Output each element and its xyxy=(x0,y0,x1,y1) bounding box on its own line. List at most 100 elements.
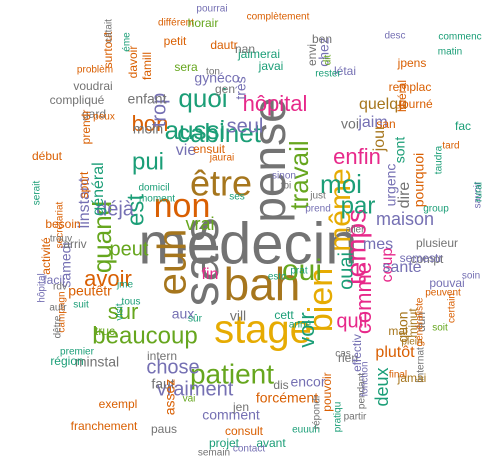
word-cloud-term: rester xyxy=(315,69,341,80)
word-cloud-term: moi xyxy=(320,169,362,199)
word-cloud-term: cett xyxy=(274,308,294,322)
word-cloud-term: faut xyxy=(151,376,174,392)
word-cloud-term: seul xyxy=(227,115,264,137)
word-cloud-term: consult xyxy=(225,424,264,438)
word-cloud-term: enfin xyxy=(333,144,381,169)
word-cloud-term: cabinet xyxy=(177,118,262,148)
word-cloud-term: final xyxy=(389,370,407,381)
word-cloud-term: avoir xyxy=(84,266,132,291)
word-cloud-term: être xyxy=(190,163,252,204)
word-cloud-term: minut xyxy=(406,308,420,338)
word-cloud-term: complètement xyxy=(247,12,310,23)
word-cloud-term: peux xyxy=(93,112,115,123)
word-cloud-term: plein xyxy=(401,337,422,348)
word-cloud-term: ses xyxy=(229,192,245,203)
word-cloud-term: bon xyxy=(132,111,169,136)
word-cloud-term: nan xyxy=(235,42,255,56)
word-cloud-term: région xyxy=(50,354,83,368)
word-cloud-term: comment xyxy=(202,407,260,423)
word-cloud-term: voi xyxy=(341,116,359,132)
word-cloud-term: visit xyxy=(115,303,126,320)
word-cloud-term: quoi xyxy=(178,83,227,113)
word-cloud-term: domicil xyxy=(138,183,169,194)
word-cloud-term: quil xyxy=(336,310,367,332)
word-cloud-term: plutôt xyxy=(375,344,415,361)
word-cloud-term: effectiv xyxy=(350,334,364,372)
word-cloud-term: peuvent xyxy=(425,288,461,299)
word-cloud-term: prend xyxy=(305,204,331,215)
word-cloud-term: dire xyxy=(396,182,413,209)
word-cloud-term: deux xyxy=(372,367,392,406)
word-cloud-term: journé xyxy=(398,97,433,111)
word-cloud-term: linternat xyxy=(416,347,427,383)
word-cloud-term: mal xyxy=(388,324,407,338)
word-cloud-term: soit xyxy=(432,323,448,334)
word-cloud-term: voir xyxy=(294,312,319,347)
word-cloud-term: moin xyxy=(133,121,163,137)
word-cloud-term: câtait xyxy=(104,19,115,43)
word-cloud-term: aller xyxy=(346,225,366,236)
word-cloud-term: est xyxy=(122,194,149,226)
word-cloud-term: pense xyxy=(243,97,295,222)
word-cloud-term: ensuit xyxy=(193,142,226,156)
word-cloud-term: ben xyxy=(312,32,332,46)
word-cloud-term: problèm xyxy=(77,65,113,76)
word-cloud-term: arriv xyxy=(63,237,86,251)
word-cloud-term: généraliste xyxy=(415,297,426,346)
word-cloud-term: dautr xyxy=(210,38,237,52)
word-cloud-term: avant xyxy=(256,436,286,450)
word-cloud-term: éme xyxy=(122,32,133,52)
word-cloud-term: pendant xyxy=(357,373,368,409)
word-cloud-term: trop xyxy=(148,93,170,127)
word-cloud-term: stage xyxy=(214,308,312,352)
word-cloud-term: libéral xyxy=(395,80,409,112)
word-cloud-term: létai xyxy=(334,64,356,78)
word-cloud-term: comme xyxy=(351,262,376,334)
word-cloud-term: fac xyxy=(455,119,471,133)
word-cloud-term: quand xyxy=(87,201,117,273)
word-cloud-term: peutêtr xyxy=(68,283,112,299)
word-cloud-term: besoin xyxy=(45,217,80,231)
word-cloud-term: temps xyxy=(340,209,371,285)
word-cloud-term: hôpital xyxy=(37,273,48,302)
word-cloud-term: sport xyxy=(77,171,91,198)
word-cloud-term: euh xyxy=(151,229,195,296)
word-cloud-term: davoir xyxy=(126,46,140,79)
word-cloud-term: dun xyxy=(414,312,428,332)
word-cloud-term: fin xyxy=(202,266,219,283)
word-cloud-term: horair xyxy=(188,16,219,30)
word-cloud-term: certain xyxy=(447,293,458,323)
word-cloud-term: différent xyxy=(158,18,194,29)
word-cloud-term: enfant xyxy=(128,91,167,107)
word-cloud-term: savoir xyxy=(473,181,484,208)
word-cloud-term: semain xyxy=(198,448,230,459)
word-cloud-term: petit xyxy=(164,34,187,48)
word-cloud-term: suit xyxy=(73,300,89,311)
word-cloud-term: tous xyxy=(122,297,141,308)
word-cloud-term: moment xyxy=(139,194,175,205)
word-cloud-term: pratiqu xyxy=(333,402,344,433)
word-cloud-term: gard xyxy=(82,107,106,121)
word-cloud-term: vie xyxy=(176,142,197,159)
word-cloud-term: chose xyxy=(146,356,199,378)
word-cloud-term: sinon xyxy=(272,171,296,182)
word-cloud-term: jme xyxy=(116,280,134,291)
word-cloud-term: rien xyxy=(338,351,358,365)
word-cloud-term: non xyxy=(154,187,211,225)
word-cloud-term: pouvai xyxy=(429,276,464,290)
word-cloud-term: anné xyxy=(289,320,312,331)
word-cloud-term: autr xyxy=(49,303,67,314)
word-cloud-term: très xyxy=(233,76,249,99)
word-cloud-term: même xyxy=(324,168,357,251)
word-cloud-term: group xyxy=(423,204,449,215)
word-cloud-term: travail xyxy=(284,140,314,209)
word-cloud-term: soin xyxy=(462,271,480,282)
word-cloud-term: surtout xyxy=(101,31,115,68)
word-cloud-term: jaurai xyxy=(209,153,234,164)
word-cloud-term: semestr xyxy=(400,251,443,265)
word-cloud-term: prendr xyxy=(79,110,93,145)
word-cloud-term: javai xyxy=(258,59,284,73)
word-cloud-term: minstal xyxy=(75,354,119,370)
word-cloud-term: trouv xyxy=(50,234,72,245)
